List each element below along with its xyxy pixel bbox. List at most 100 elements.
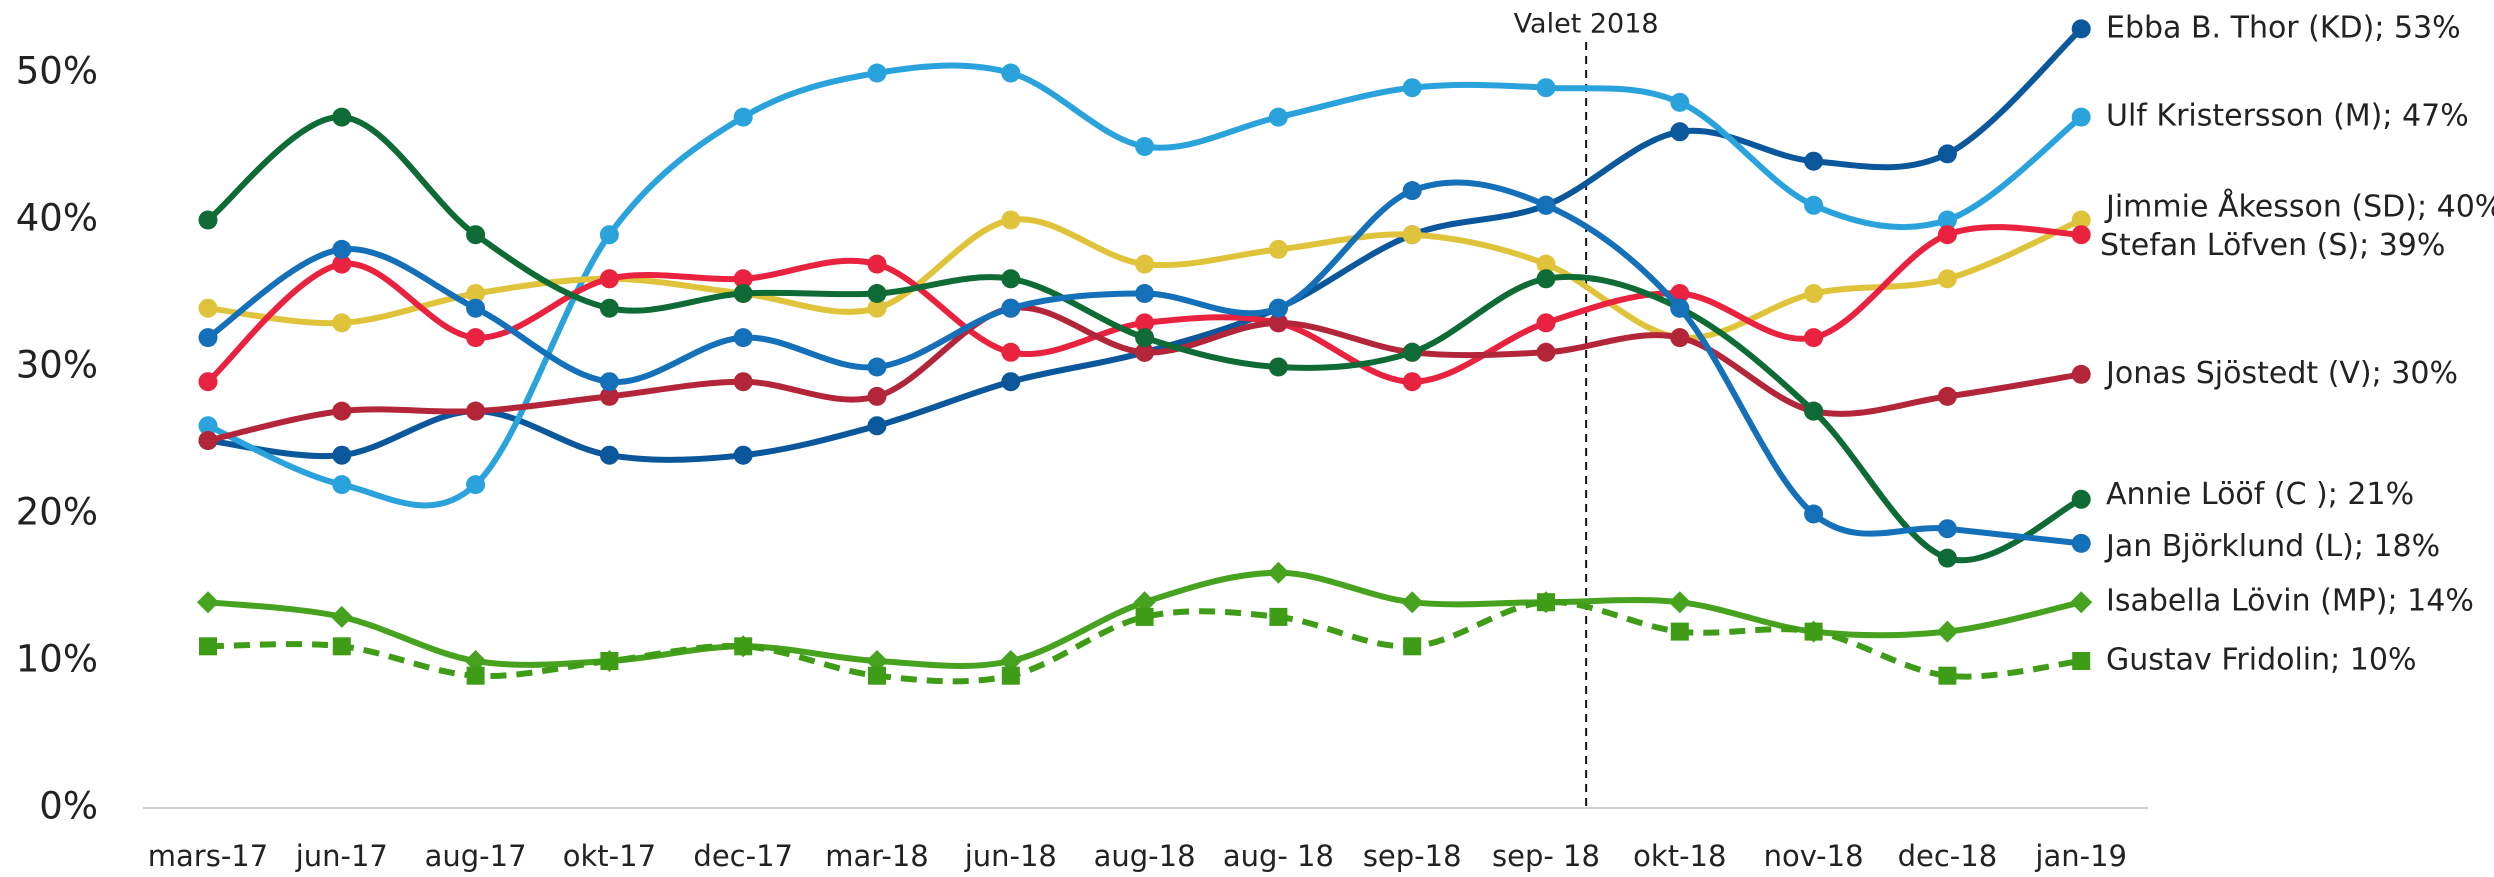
marker [332, 107, 352, 127]
x-tick-label: aug-17 [425, 839, 527, 873]
marker [1402, 342, 1422, 362]
marker [1804, 401, 1824, 421]
marker [1001, 269, 1021, 289]
marker [1001, 666, 1020, 685]
marker [464, 650, 487, 672]
marker [1938, 666, 1957, 685]
series-label: Isabella Lövin (MP); 14% [2106, 584, 2474, 619]
x-tick-label: dec-17 [693, 839, 793, 873]
y-tick-label: 20% [16, 491, 98, 534]
x-tick-label: jan-19 [2034, 839, 2127, 873]
series-label: Stefan Löfven (S); 39% [2100, 228, 2445, 263]
x-tick-label: jun-18 [964, 839, 1057, 873]
marker [466, 666, 485, 685]
marker [1135, 137, 1155, 156]
marker [330, 605, 353, 628]
marker [332, 254, 352, 274]
series-label: Gustav Fridolin; 10% [2106, 643, 2416, 678]
marker [1135, 328, 1155, 348]
marker [466, 284, 486, 303]
x-tick-label: okt-17 [563, 839, 656, 873]
marker [1937, 210, 1957, 230]
marker [1670, 92, 1690, 112]
marker [867, 63, 887, 83]
marker [199, 637, 217, 656]
marker [1135, 254, 1155, 274]
marker [1536, 342, 1556, 362]
marker [332, 445, 352, 465]
marker [197, 591, 219, 614]
series-label: Jan Björklund (L); 18% [2104, 529, 2440, 564]
marker [733, 284, 753, 303]
marker [1267, 561, 1290, 584]
marker [733, 372, 753, 392]
marker [1001, 372, 1021, 392]
marker [1001, 63, 1021, 83]
marker [1937, 269, 1957, 289]
marker [1001, 210, 1021, 230]
marker [599, 445, 619, 465]
y-tick-label: 10% [16, 638, 98, 681]
marker [466, 401, 486, 421]
marker [1536, 269, 1556, 289]
x-tick-label: aug-18 [1094, 839, 1196, 873]
marker [2070, 591, 2093, 614]
marker [1936, 620, 1959, 643]
marker [1402, 225, 1422, 245]
marker [1670, 328, 1690, 348]
marker [1269, 607, 1288, 626]
marker [198, 416, 218, 436]
marker [1670, 622, 1689, 641]
marker [867, 357, 887, 377]
marker [733, 445, 753, 465]
marker [1268, 298, 1288, 318]
marker [599, 386, 619, 406]
series-label: Ebba B. Thor (KD); 53% [2106, 10, 2461, 45]
series-line [207, 599, 2082, 685]
marker [1804, 328, 1824, 348]
marker [198, 210, 218, 230]
marker [1268, 239, 1288, 259]
y-tick-label: 50% [16, 50, 98, 93]
x-tick-label: okt-18 [1633, 839, 1726, 873]
marker [1536, 78, 1556, 98]
marker [1001, 342, 1021, 362]
marker [868, 666, 886, 685]
marker [1536, 254, 1556, 274]
series-line [206, 62, 2084, 509]
marker [1402, 181, 1422, 201]
marker [600, 652, 619, 670]
series-label: Annie Lööf (C ); 21% [2106, 477, 2414, 512]
marker [733, 328, 753, 348]
marker [466, 298, 486, 318]
marker [466, 225, 486, 245]
y-tick-label: 30% [16, 344, 98, 387]
x-tick-label: sep-18 [1363, 839, 1462, 873]
marker [1668, 591, 1691, 614]
marker [733, 107, 753, 127]
marker [1402, 372, 1422, 392]
marker [332, 239, 352, 259]
marker [1937, 144, 1957, 164]
marker [466, 475, 486, 495]
marker [1804, 151, 1824, 171]
marker [332, 637, 351, 656]
marker [867, 254, 887, 274]
marker [1670, 298, 1690, 318]
marker [2071, 210, 2091, 230]
x-tick-label: aug- 18 [1223, 839, 1334, 873]
marker [1537, 593, 1555, 612]
marker [2071, 533, 2091, 553]
marker [599, 225, 619, 245]
marker [2071, 225, 2091, 245]
marker [2071, 489, 2091, 509]
y-tick-label: 0% [39, 785, 98, 828]
series-label: Jimmie Åkesson (SD); 40% [2104, 189, 2494, 225]
marker [1536, 313, 1556, 333]
annotation: Valet 2018 [1514, 9, 1659, 40]
marker [867, 298, 887, 318]
marker [1804, 284, 1824, 303]
marker [1403, 637, 1422, 656]
marker [1135, 342, 1155, 362]
